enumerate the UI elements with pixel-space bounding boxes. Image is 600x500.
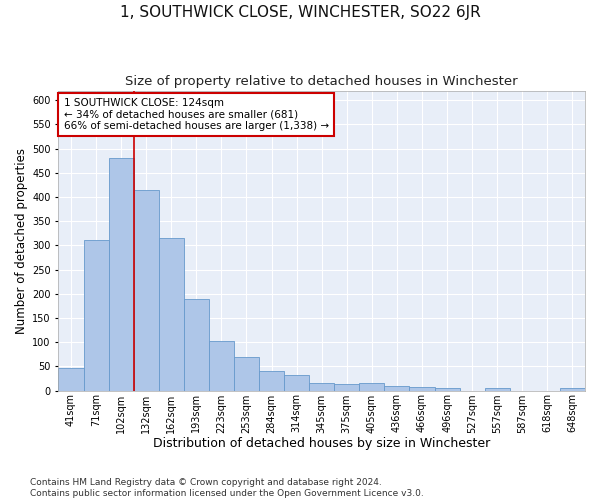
Bar — [234, 356, 259, 390]
X-axis label: Distribution of detached houses by size in Winchester: Distribution of detached houses by size … — [153, 437, 490, 450]
Text: 1 SOUTHWICK CLOSE: 124sqm
← 34% of detached houses are smaller (681)
66% of semi: 1 SOUTHWICK CLOSE: 124sqm ← 34% of detac… — [64, 98, 329, 132]
Bar — [209, 340, 234, 390]
Title: Size of property relative to detached houses in Winchester: Size of property relative to detached ho… — [125, 75, 518, 88]
Bar — [83, 240, 109, 390]
Bar — [409, 386, 434, 390]
Bar — [159, 238, 184, 390]
Bar — [560, 388, 585, 390]
Text: Contains HM Land Registry data © Crown copyright and database right 2024.
Contai: Contains HM Land Registry data © Crown c… — [30, 478, 424, 498]
Bar — [284, 374, 309, 390]
Bar — [359, 384, 385, 390]
Text: 1, SOUTHWICK CLOSE, WINCHESTER, SO22 6JR: 1, SOUTHWICK CLOSE, WINCHESTER, SO22 6JR — [119, 5, 481, 20]
Bar — [259, 371, 284, 390]
Bar — [434, 388, 460, 390]
Bar — [309, 384, 334, 390]
Bar — [109, 158, 134, 390]
Bar — [58, 368, 83, 390]
Bar — [184, 298, 209, 390]
Bar — [134, 190, 159, 390]
Bar — [334, 384, 359, 390]
Y-axis label: Number of detached properties: Number of detached properties — [15, 148, 28, 334]
Bar — [485, 388, 510, 390]
Bar — [385, 386, 409, 390]
